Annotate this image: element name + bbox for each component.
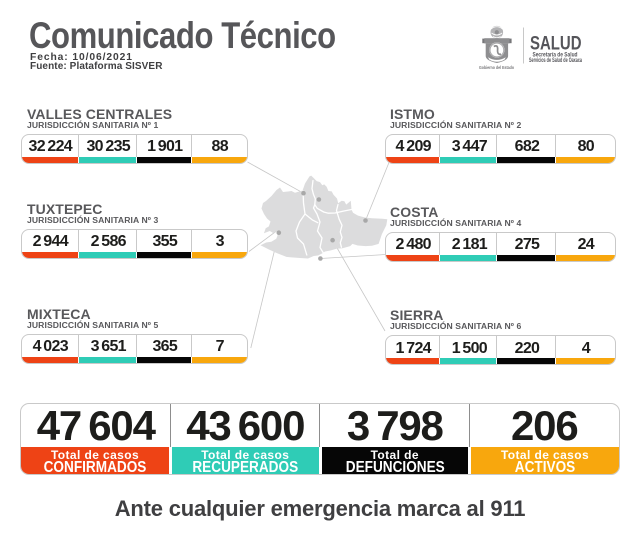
svg-text:SALUD: SALUD (530, 34, 582, 55)
svg-text:Servicios de Salud de Oaxaca: Servicios de Salud de Oaxaca (529, 58, 582, 64)
svg-text:Gobierno del Estado: Gobierno del Estado (479, 65, 514, 70)
svg-text:Secretaría de Salud: Secretaría de Salud (533, 52, 578, 58)
